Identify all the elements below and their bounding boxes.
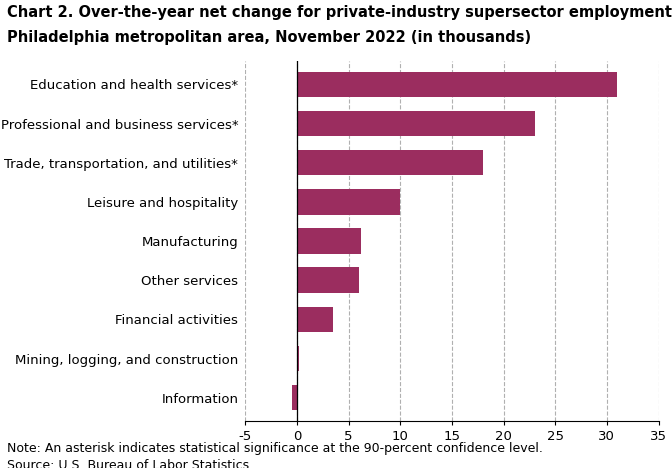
- Bar: [297, 150, 483, 176]
- Bar: [292, 385, 297, 410]
- Bar: [297, 189, 401, 215]
- Bar: [297, 228, 361, 254]
- Text: Philadelphia metropolitan area, November 2022 (in thousands): Philadelphia metropolitan area, November…: [7, 30, 531, 45]
- Text: Source: U.S. Bureau of Labor Statistics.: Source: U.S. Bureau of Labor Statistics.: [7, 459, 253, 468]
- Bar: [297, 307, 333, 332]
- Text: Chart 2. Over-the-year net change for private-industry supersector employment in: Chart 2. Over-the-year net change for pr…: [7, 5, 672, 20]
- Bar: [297, 72, 617, 97]
- Bar: [297, 111, 535, 136]
- Bar: [297, 267, 359, 293]
- Text: Note: An asterisk indicates statistical significance at the 90-percent confidenc: Note: An asterisk indicates statistical …: [7, 442, 542, 455]
- Bar: [297, 346, 299, 371]
